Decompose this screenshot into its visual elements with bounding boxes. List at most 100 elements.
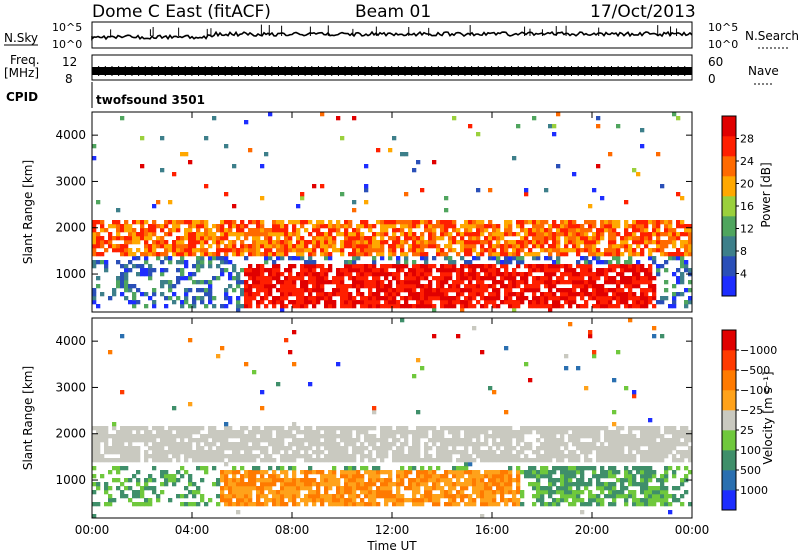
heatmap-cell (632, 426, 637, 431)
heatmap-cell (92, 490, 97, 495)
heatmap-cell (356, 300, 361, 305)
heatmap-cell (652, 486, 657, 491)
heatmap-cell (500, 486, 505, 491)
heatmap-cell (676, 248, 681, 253)
heatmap-cell (444, 220, 449, 225)
heatmap-cell (92, 450, 97, 455)
heatmap-cell (540, 458, 545, 463)
heatmap-cell (516, 442, 521, 447)
heatmap-cell (636, 502, 641, 507)
heatmap-cell (412, 490, 417, 495)
heatmap-cell (144, 240, 149, 245)
heatmap-cell (288, 268, 293, 273)
heatmap-cell (152, 248, 157, 253)
heatmap-cell (228, 430, 233, 435)
heatmap-cell (184, 292, 189, 297)
heatmap-cell (508, 446, 513, 451)
heatmap-cell (440, 228, 445, 233)
heatmap-cell (660, 244, 665, 249)
heatmap-cell (388, 272, 393, 277)
heatmap-cell (324, 252, 329, 257)
heatmap-cell (532, 276, 537, 281)
heatmap-cell (212, 434, 217, 439)
heatmap-cell (536, 498, 541, 503)
heatmap-cell (252, 276, 257, 281)
heatmap-cell (252, 458, 257, 463)
heatmap-cell (616, 300, 621, 305)
heatmap-cell (100, 430, 105, 435)
heatmap-cell (204, 502, 209, 507)
heatmap-cell (648, 498, 653, 503)
heatmap-cell (428, 232, 433, 237)
heatmap-cell (400, 470, 405, 475)
heatmap-cell (232, 248, 237, 253)
heatmap-cell (244, 284, 249, 289)
heatmap-cell (100, 458, 105, 463)
heatmap-cell (340, 454, 345, 459)
heatmap-cell (200, 252, 205, 257)
heatmap-cell (596, 288, 601, 293)
heatmap-cell (392, 458, 397, 463)
heatmap-cell (184, 446, 189, 451)
heatmap-cell (472, 296, 477, 301)
heatmap-cell (564, 366, 569, 371)
heatmap-cell (548, 292, 553, 297)
heatmap-cell (196, 296, 201, 301)
heatmap-cell (496, 502, 501, 507)
heatmap-cell (312, 184, 317, 189)
heatmap-cell (648, 446, 653, 451)
heatmap-cell (272, 498, 277, 503)
heatmap-cell (292, 498, 297, 503)
heatmap-cell (672, 232, 677, 237)
heatmap-cell (308, 220, 313, 225)
heatmap-cell (668, 426, 673, 431)
heatmap-cell (460, 300, 465, 305)
heatmap-cell (192, 248, 197, 253)
heatmap-cell (672, 454, 677, 459)
heatmap-cell (480, 430, 485, 435)
heatmap-cell (676, 438, 681, 443)
heatmap-cell (572, 244, 577, 249)
heatmap-cell (328, 304, 333, 309)
heatmap-cell (484, 284, 489, 289)
heatmap-cell (480, 232, 485, 237)
heatmap-cell (204, 454, 209, 459)
heatmap-cell (264, 458, 269, 463)
heatmap-cell (248, 244, 253, 249)
heatmap-cell (164, 450, 169, 455)
heatmap-cell (260, 228, 265, 233)
heatmap-cell (156, 446, 161, 451)
heatmap-cell (276, 248, 281, 253)
heatmap-cell (640, 288, 645, 293)
heatmap-cell (480, 442, 485, 447)
heatmap-cell (568, 454, 573, 459)
heatmap-cell (576, 260, 581, 265)
heatmap-cell (684, 248, 689, 253)
heatmap-cell (436, 224, 441, 229)
heatmap-cell (372, 498, 377, 503)
heatmap-cell (312, 490, 317, 495)
heatmap-cell (676, 220, 681, 225)
heatmap-cell (372, 482, 377, 487)
heatmap-cell (260, 164, 265, 169)
heatmap-cell (676, 224, 681, 229)
heatmap-cell (92, 474, 97, 479)
heatmap-cell (392, 244, 397, 249)
heatmap-cell (360, 300, 365, 305)
heatmap-cell (504, 252, 509, 257)
heatmap-cell (548, 296, 553, 301)
heatmap-cell (296, 430, 301, 435)
heatmap-cell (336, 220, 341, 225)
heatmap-cell (364, 482, 369, 487)
heatmap-cell (168, 228, 173, 233)
heatmap-cell (184, 470, 189, 475)
heatmap-cell (688, 236, 693, 241)
heatmap-cell (136, 482, 141, 487)
velocity-cbar-swatch (722, 350, 736, 371)
heatmap-cell (636, 446, 641, 451)
heatmap-cell (240, 446, 245, 451)
heatmap-cell (184, 236, 189, 241)
heatmap-cell (132, 252, 137, 257)
heatmap-cell (312, 236, 317, 241)
heatmap-cell (128, 300, 133, 305)
